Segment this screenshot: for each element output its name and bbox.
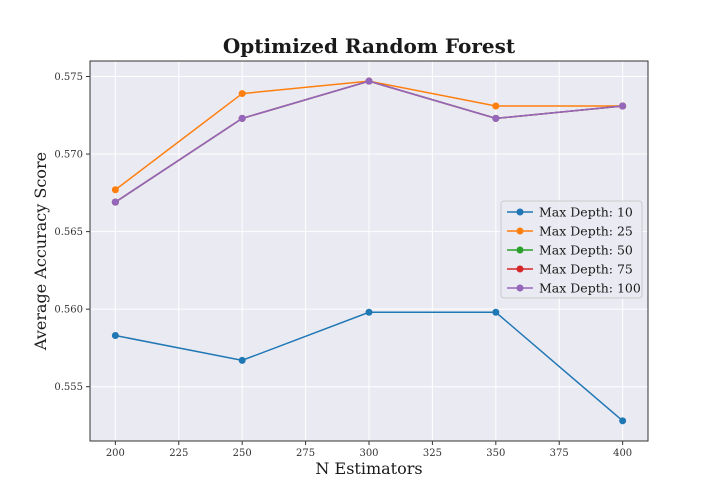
data-point: [492, 114, 500, 122]
x-axis-ticks: 200 225 250 275 300 325 350 375 400: [106, 441, 632, 459]
chart-title: Optimized Random Forest: [223, 34, 516, 58]
series-5: [111, 77, 627, 206]
series-1: [111, 308, 627, 425]
y-tick-label: 0.560: [54, 305, 83, 316]
legend-label: Max Depth: 25: [539, 224, 633, 239]
x-tick-label: 375: [550, 448, 569, 459]
plot-frame: [89, 60, 649, 442]
data-point: [238, 356, 246, 364]
data-point: [111, 198, 119, 206]
y-tick-label: 0.575: [54, 72, 83, 83]
x-tick-label: 250: [233, 448, 252, 459]
y-axis-label: Average Accuracy Score: [31, 152, 50, 351]
data-point: [492, 102, 500, 110]
legend-label: Max Depth: 75: [539, 262, 633, 277]
legend-label: Max Depth: 100: [539, 281, 641, 296]
legend-swatch-marker: [516, 284, 524, 292]
x-tick-label: 350: [486, 448, 505, 459]
x-tick-label: 300: [359, 448, 378, 459]
data-point: [365, 77, 373, 85]
legend-item: Max Depth: 100: [507, 281, 641, 296]
legend-swatch-marker: [516, 208, 524, 216]
legend-label: Max Depth: 10: [539, 205, 633, 220]
x-tick-label: 400: [613, 448, 632, 459]
legend: Max Depth: 10 Max Depth: 25 Max Depth: 50 M…: [500, 200, 643, 299]
data-point: [111, 186, 119, 194]
x-tick-label: 225: [169, 448, 188, 459]
data-point: [238, 90, 246, 98]
y-tick-label: 0.570: [54, 150, 83, 161]
y-axis-ticks: 0.555 0.560 0.565 0.570 0.575: [54, 72, 90, 393]
x-axis-label: N Estimators: [315, 459, 422, 478]
legend-label: Max Depth: 50: [539, 243, 633, 258]
legend-item: Max Depth: 75: [507, 262, 633, 277]
data-point: [238, 114, 246, 122]
x-tick-label: 275: [296, 448, 315, 459]
legend-item: Max Depth: 50: [507, 243, 633, 258]
data-point: [365, 308, 373, 316]
legend-swatch-marker: [516, 246, 524, 254]
y-tick-label: 0.555: [54, 382, 83, 393]
y-tick-label: 0.565: [54, 227, 83, 238]
legend-swatch-marker: [516, 265, 524, 273]
legend-item: Max Depth: 25: [507, 224, 633, 239]
legend-box: [500, 200, 643, 299]
series-layer: [111, 77, 627, 425]
x-tick-label: 325: [423, 448, 442, 459]
data-point: [111, 332, 119, 340]
legend-item: Max Depth: 10: [507, 205, 633, 220]
data-point: [492, 308, 500, 316]
data-point: [619, 417, 627, 425]
data-point: [619, 102, 627, 110]
x-tick-label: 200: [106, 448, 125, 459]
legend-swatch-marker: [516, 227, 524, 235]
